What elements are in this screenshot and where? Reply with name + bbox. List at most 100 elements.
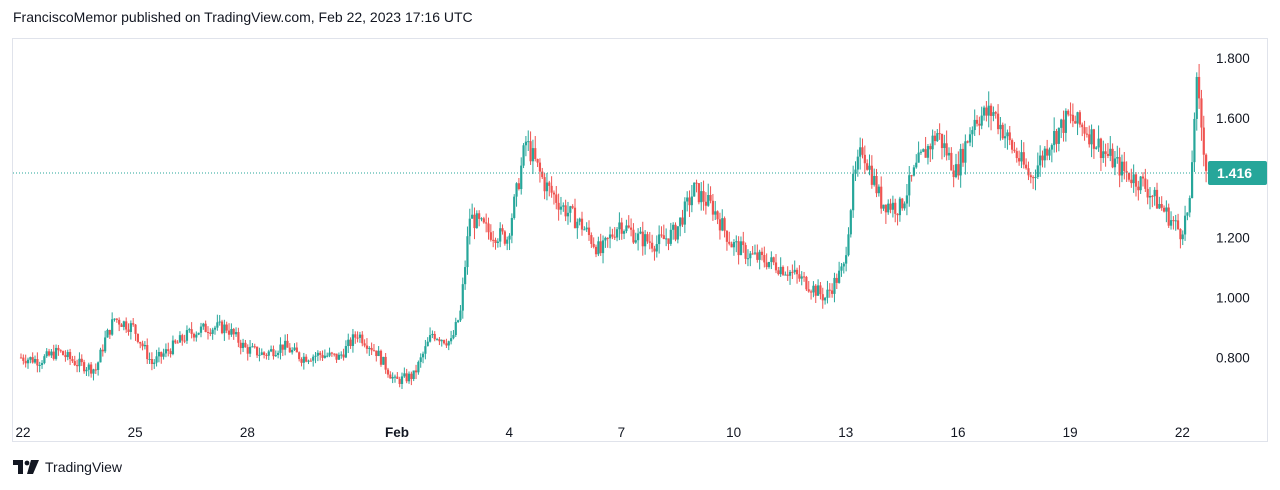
candle-body: [1088, 134, 1091, 145]
candle-body: [407, 373, 411, 382]
candle-body: [688, 197, 691, 206]
candle-body: [896, 213, 899, 216]
candle-body: [873, 175, 876, 185]
candle-body: [450, 338, 453, 342]
candle-body: [552, 192, 556, 195]
candle-body: [732, 242, 736, 248]
candle-body: [391, 377, 394, 379]
candle-body: [767, 261, 771, 268]
candle-body: [445, 343, 448, 346]
candle-body: [1003, 136, 1007, 139]
candle-body: [43, 356, 46, 364]
candle-body: [515, 183, 518, 197]
last-price-badge-bg: [1208, 161, 1267, 186]
candle-body: [22, 357, 25, 361]
candle-body: [809, 291, 813, 293]
candle-body: [68, 352, 72, 360]
candle-body: [926, 146, 930, 158]
candle-body: [978, 123, 981, 126]
candle-body: [585, 227, 588, 230]
candle-body: [580, 218, 584, 230]
candle-body: [347, 339, 350, 347]
candle-body: [859, 147, 862, 157]
brand-name: TradingView: [45, 459, 123, 475]
candle-body: [50, 351, 53, 356]
candle-body: [281, 344, 284, 350]
candle-body: [816, 285, 820, 296]
candle-body: [440, 340, 443, 342]
candle-body: [709, 194, 712, 201]
candle-body: [770, 257, 773, 262]
candle-body: [702, 191, 705, 202]
candle-body: [162, 353, 165, 357]
candle-body: [40, 363, 44, 365]
candle-body: [176, 342, 179, 344]
candle-body: [545, 182, 549, 192]
candle-body: [73, 361, 76, 366]
candle-body: [559, 206, 563, 210]
candle-body: [611, 234, 614, 237]
candle-body: [101, 349, 104, 352]
candle-body: [489, 232, 492, 240]
candle-body: [204, 323, 207, 333]
candle-body: [263, 352, 266, 355]
candle-body: [237, 332, 240, 343]
candle-body: [536, 158, 539, 163]
candle-body: [202, 323, 205, 327]
brand-footer[interactable]: TradingView: [13, 459, 122, 475]
candle-body: [248, 346, 252, 354]
price-tick-label: 0.800: [1216, 351, 1250, 366]
candle-body: [1027, 168, 1030, 176]
candle-body: [468, 218, 471, 237]
time-axis[interactable]: 22 25 28 Feb 4 7 10 13 16 19 22: [15, 425, 1189, 440]
candle-body: [1053, 131, 1056, 146]
candle-body: [386, 369, 390, 375]
candle-body: [85, 369, 88, 372]
candle-body: [251, 346, 254, 348]
candle-body: [917, 152, 920, 163]
candle-body: [1001, 124, 1004, 139]
candle-body: [625, 225, 628, 232]
candle-body: [933, 135, 937, 142]
candle-body: [835, 277, 838, 283]
candle-body: [358, 334, 362, 338]
candle-body: [737, 241, 740, 256]
time-tick-label: 22: [15, 425, 30, 440]
candle-body: [351, 334, 355, 346]
candle-body: [494, 239, 497, 243]
candle-body: [989, 105, 993, 116]
candle-body: [1039, 155, 1042, 166]
candle-body: [566, 212, 570, 217]
candle-body: [721, 218, 724, 231]
candle-body: [887, 203, 890, 213]
candle-body: [791, 271, 794, 273]
candle-body: [139, 341, 142, 344]
candle-body: [293, 347, 296, 350]
candle-body: [555, 194, 558, 203]
candle-body: [115, 318, 118, 320]
candle-body: [1060, 119, 1063, 128]
candle-body: [501, 228, 504, 232]
candle-body: [241, 342, 245, 349]
candle-body: [314, 355, 317, 357]
candle-body: [1081, 124, 1084, 128]
candle-body: [400, 376, 404, 384]
candle-body: [1099, 138, 1103, 159]
candle-body: [987, 105, 990, 116]
candle-body: [950, 152, 953, 171]
candle-body: [499, 228, 502, 242]
candle-body: [634, 240, 637, 243]
candle-body: [393, 376, 397, 378]
candle-body: [805, 276, 808, 290]
candle-body: [342, 354, 345, 358]
candle-body: [1057, 127, 1060, 144]
candle-body: [1190, 162, 1194, 199]
candle-body: [765, 262, 768, 268]
candle-body: [534, 148, 537, 159]
candle-body: [784, 274, 787, 276]
candle-body: [209, 332, 212, 334]
candle-body: [735, 241, 738, 243]
